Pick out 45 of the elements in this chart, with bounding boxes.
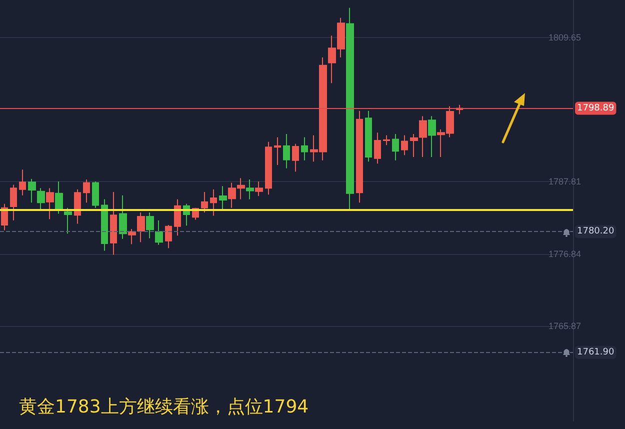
candlestick: [19, 169, 26, 196]
candlestick: [28, 178, 36, 204]
candlestick: [365, 110, 372, 162]
candlestick: [210, 188, 217, 216]
candlestick: [155, 220, 163, 246]
candlestick: [46, 188, 54, 220]
candlestick: [101, 198, 108, 252]
candlestick: [55, 180, 63, 214]
candlestick: [128, 228, 136, 245]
candlestick: [401, 134, 408, 156]
text: 黄金1783上方继续看涨，点位1794: [19, 396, 309, 418]
candlestick: [255, 180, 263, 196]
candlestick: [165, 224, 172, 249]
candlestick: [201, 192, 208, 213]
ref-line-label: 1780.20: [577, 226, 614, 237]
candlestick: [10, 184, 17, 221]
candlestick: [119, 194, 127, 240]
candlestick: [37, 188, 45, 210]
candlestick: [392, 133, 399, 161]
y-tick-label: 1809.65: [548, 32, 581, 42]
y-tick-label: 1787.81: [548, 176, 581, 186]
y-tick-label: 1765.87: [548, 321, 581, 332]
candlestick: [110, 192, 117, 256]
ref-line-label: 1798.89: [577, 103, 614, 114]
candlestick: [383, 134, 390, 146]
candlestick: [64, 207, 72, 234]
candlestick: [356, 110, 363, 204]
candlestick: [274, 136, 281, 166]
candlestick: [74, 188, 81, 224]
y-tick-label: 1776.84: [548, 248, 581, 259]
candlestick: [219, 186, 227, 210]
ref-line-label: 1761.90: [577, 347, 614, 358]
candlestick: [137, 212, 145, 243]
candlestick: [292, 143, 299, 172]
candlestick: [283, 133, 290, 169]
candlestick: [301, 136, 308, 161]
candlestick: [92, 180, 99, 208]
candlestick: [428, 116, 436, 158]
candlestick: [265, 141, 272, 196]
candlestick: [83, 178, 90, 204]
candlestick: [146, 212, 154, 239]
candlestick: [346, 7, 354, 210]
candlestick: [246, 178, 254, 200]
candlestick: [374, 132, 381, 164]
candlestick: [174, 198, 181, 236]
